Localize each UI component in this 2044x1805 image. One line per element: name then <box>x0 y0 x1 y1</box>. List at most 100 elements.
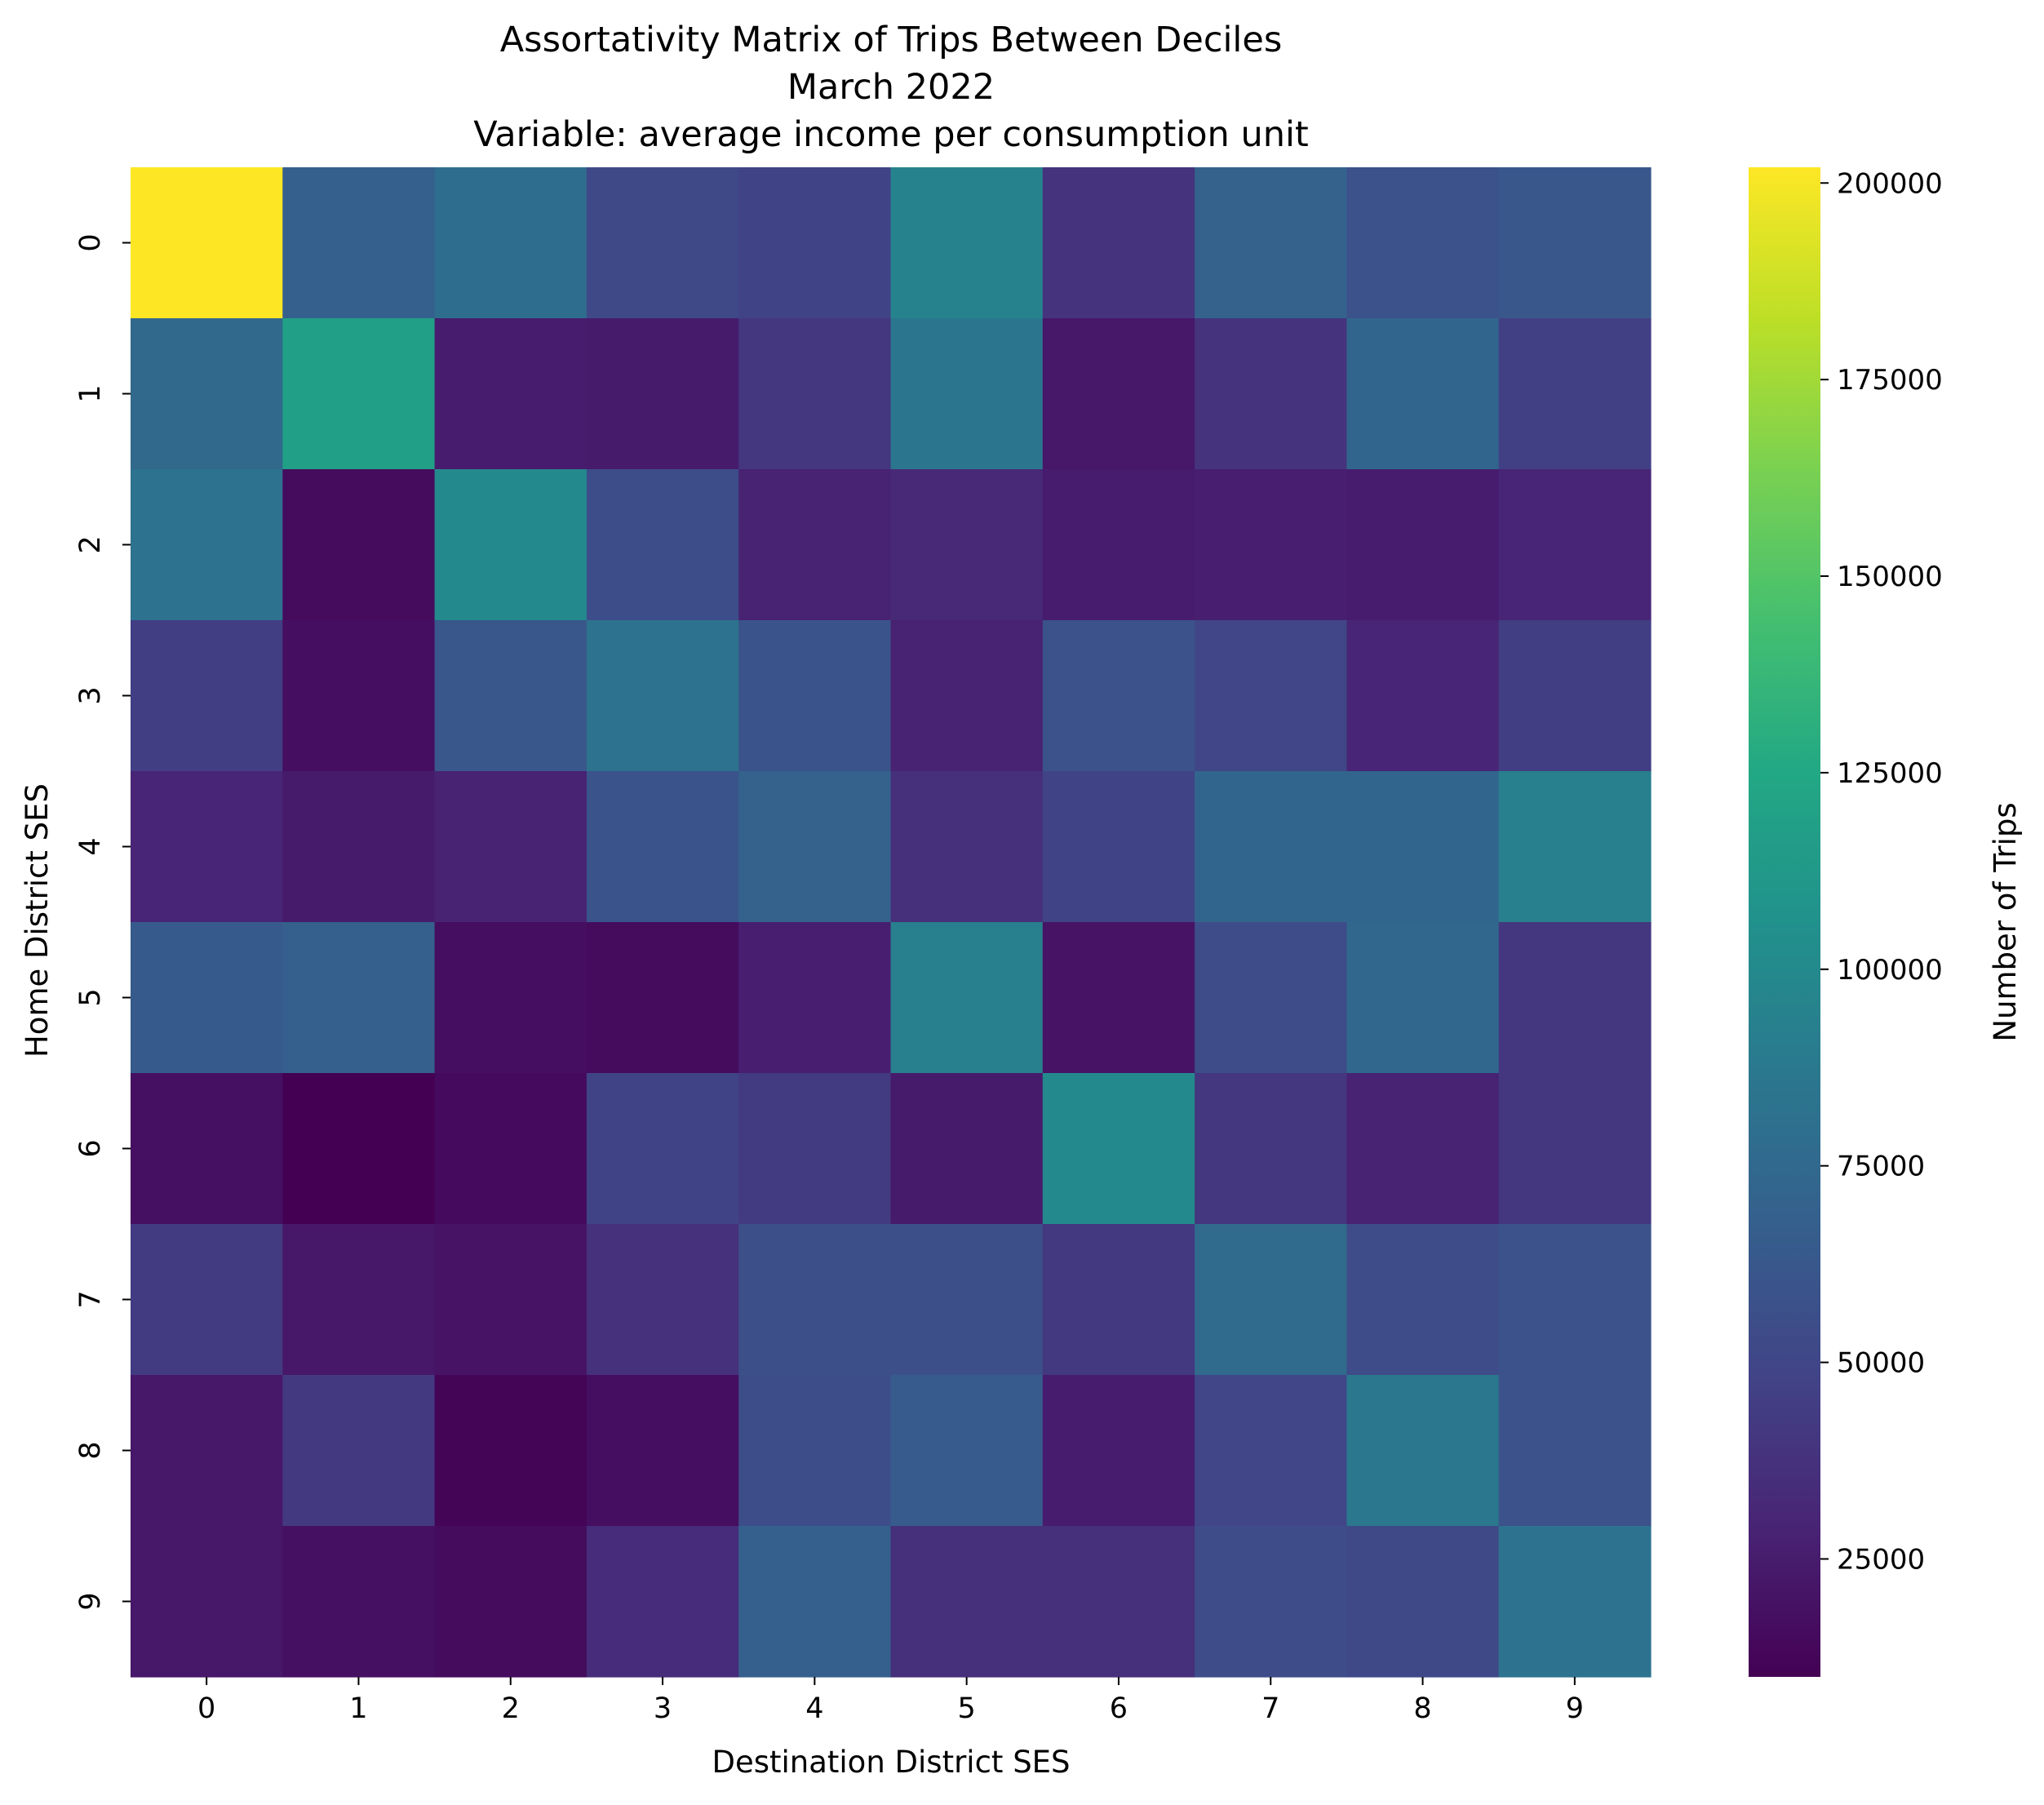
heatmap-cell <box>1346 1375 1500 1527</box>
heatmap-cell <box>1042 1224 1195 1376</box>
heatmap-cell <box>131 620 283 772</box>
y-tick-label: 7 <box>74 1290 107 1308</box>
heatmap-cell <box>1498 1375 1652 1527</box>
heatmap-cell <box>738 1375 892 1527</box>
heatmap-cell <box>282 771 436 923</box>
colorbar-tick-label: 50000 <box>1837 1347 1925 1380</box>
heatmap-cell <box>890 620 1044 772</box>
heatmap-cell <box>1498 167 1652 319</box>
heatmap-cell <box>738 620 892 772</box>
colorbar-tick-label: 25000 <box>1837 1543 1925 1576</box>
y-tick-label: 6 <box>74 1139 107 1157</box>
heatmap-cell <box>586 1526 739 1678</box>
heatmap-cell <box>890 1526 1044 1678</box>
heatmap-cell <box>282 1073 436 1225</box>
heatmap-cell <box>1346 771 1500 923</box>
heatmap-cell <box>1346 620 1500 772</box>
x-tick-label: 0 <box>197 1692 215 1725</box>
y-tick-label: 3 <box>74 686 107 704</box>
heatmap-cell <box>282 1224 436 1376</box>
heatmap-cell <box>1346 167 1500 319</box>
heatmap-cell <box>282 469 436 621</box>
heatmap-cell <box>434 167 587 319</box>
heatmap-cell <box>282 167 436 319</box>
heatmap-cell <box>1042 167 1195 319</box>
heatmap-cell <box>890 771 1044 923</box>
heatmap-cell <box>131 771 283 923</box>
heatmap-cell <box>434 1073 587 1225</box>
heatmap-cell <box>890 167 1044 319</box>
title-line-1: Assortativity Matrix of Trips Between De… <box>500 20 1282 60</box>
heatmap-cell <box>1498 922 1652 1074</box>
heatmap-cell <box>1195 1375 1347 1527</box>
heatmap-cells <box>131 167 1652 1678</box>
heatmap-cell <box>738 922 892 1074</box>
heatmap-cell <box>738 771 892 923</box>
colorbar-tick-label: 100000 <box>1837 954 1943 987</box>
title-line-2: March 2022 <box>787 67 995 108</box>
heatmap-cell <box>1195 318 1347 470</box>
y-tick-label: 4 <box>74 837 107 855</box>
heatmap-cell <box>1498 318 1652 470</box>
heatmap-cell <box>1195 1073 1347 1225</box>
y-tick-label: 1 <box>74 384 107 402</box>
y-tick-label: 8 <box>74 1441 107 1459</box>
colorbar-tick-label: 150000 <box>1837 561 1943 593</box>
heatmap-cell <box>1042 1073 1195 1225</box>
heatmap-cell <box>890 922 1044 1074</box>
heatmap-cell <box>1346 1224 1500 1376</box>
y-tick-labels: 0 1 2 3 4 5 6 7 8 9 <box>74 233 131 1611</box>
heatmap-cell <box>434 1375 587 1527</box>
heatmap-cell <box>890 1073 1044 1225</box>
y-tick-label: 5 <box>74 988 107 1006</box>
heatmap-cell <box>1195 1224 1347 1376</box>
heatmap-cell <box>282 620 436 772</box>
title-line-3: Variable: average income per consumption… <box>473 114 1309 155</box>
heatmap-cell <box>1195 469 1347 621</box>
heatmap-cell <box>1498 771 1652 923</box>
heatmap-cell <box>434 922 587 1074</box>
heatmap-cell <box>1042 1526 1195 1678</box>
heatmap-cell <box>1195 620 1347 772</box>
x-axis-label: Destination District SES <box>712 1745 1070 1780</box>
heatmap-cell <box>1346 1073 1500 1225</box>
x-tick-label: 2 <box>502 1692 520 1725</box>
heatmap-cell <box>434 469 587 621</box>
x-tick-label: 9 <box>1566 1692 1584 1725</box>
x-tick-label: 6 <box>1110 1692 1128 1725</box>
heatmap-cell <box>1042 922 1195 1074</box>
heatmap-cell <box>738 469 892 621</box>
heatmap-cell <box>434 771 587 923</box>
chart-title: Assortativity Matrix of Trips Between De… <box>473 20 1309 155</box>
y-tick-label: 9 <box>74 1592 107 1610</box>
heatmap-cell <box>1195 771 1347 923</box>
heatmap-cell <box>1346 469 1500 621</box>
heatmap-cell <box>131 1224 283 1376</box>
heatmap-cell <box>1195 1526 1347 1678</box>
heatmap-cell <box>1498 1526 1652 1678</box>
x-tick-labels: 0 1 2 3 4 5 6 7 8 9 <box>197 1677 1584 1725</box>
y-tick-label: 2 <box>74 535 107 553</box>
heatmap-cell <box>1042 620 1195 772</box>
heatmap-cell <box>131 922 283 1074</box>
heatmap-cell <box>131 469 283 621</box>
colorbar-tick-label: 75000 <box>1837 1151 1925 1183</box>
heatmap-cell <box>1042 771 1195 923</box>
heatmap-cell <box>1498 620 1652 772</box>
x-tick-label: 4 <box>805 1692 823 1725</box>
x-tick-label: 1 <box>349 1692 367 1725</box>
heatmap-cell <box>1346 922 1500 1074</box>
heatmap-cell <box>1042 469 1195 621</box>
heatmap-cell <box>1498 1224 1652 1376</box>
heatmap-cell <box>586 1224 739 1376</box>
heatmap-cell <box>890 1375 1044 1527</box>
heatmap-cell <box>586 620 739 772</box>
heatmap-cell <box>586 922 739 1074</box>
heatmap-cell <box>282 318 436 470</box>
heatmap-cell <box>586 318 739 470</box>
colorbar-tick-label: 175000 <box>1837 364 1943 397</box>
heatmap-cell <box>131 318 283 470</box>
heatmap-cell <box>1346 1526 1500 1678</box>
heatmap-cell <box>434 1224 587 1376</box>
